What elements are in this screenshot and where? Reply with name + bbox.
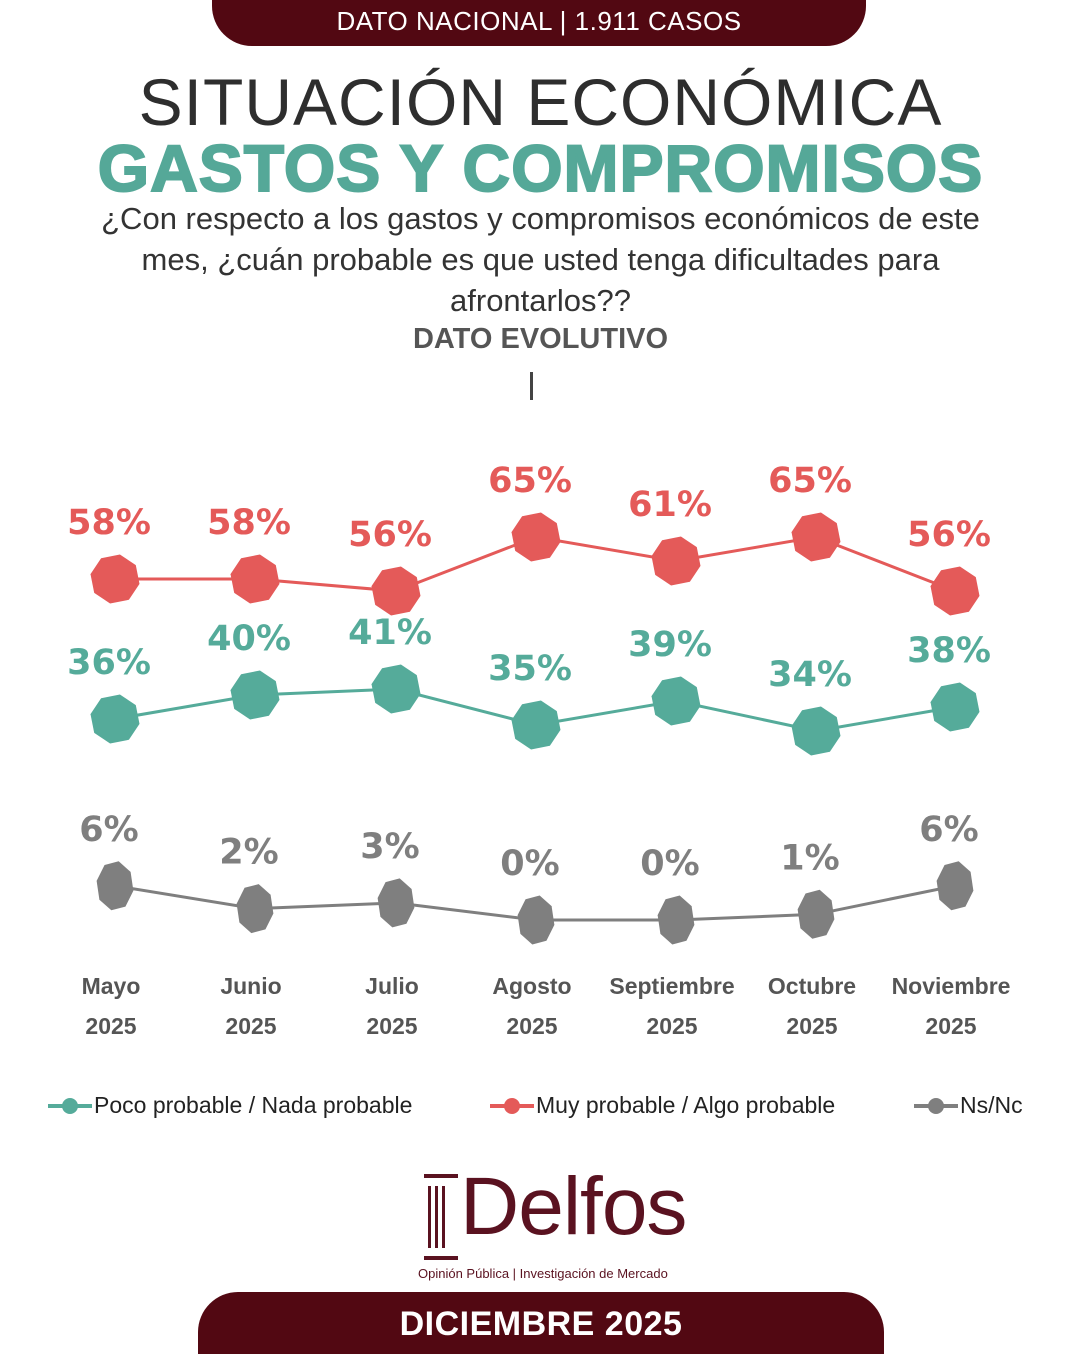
- delfos-logo: Delfos Opinión Pública | Investigación d…: [418, 1161, 687, 1288]
- legend-label: Muy probable / Algo probable: [536, 1092, 836, 1118]
- data-label: 0%: [500, 844, 559, 884]
- data-point: [90, 694, 140, 744]
- data-label: 36%: [67, 643, 151, 683]
- x-tick-month: Mayo: [82, 973, 141, 999]
- sample-banner: DATO NACIONAL | 1.911 CASOS: [212, 0, 866, 46]
- data-label: 39%: [628, 625, 712, 665]
- x-tick-year: 2025: [225, 1013, 276, 1039]
- data-label: 6%: [919, 810, 978, 850]
- data-label: 34%: [768, 655, 852, 695]
- x-tick-month: Octubre: [768, 973, 856, 999]
- data-label: 61%: [628, 485, 712, 525]
- x-tick-month: Julio: [365, 973, 419, 999]
- page-title: SITUACIÓN ECONÓMICA: [138, 65, 943, 139]
- data-label: 3%: [360, 827, 419, 867]
- data-point: [90, 554, 140, 604]
- data-point: [657, 895, 695, 945]
- x-tick-year: 2025: [646, 1013, 697, 1039]
- data-point: [651, 676, 701, 726]
- data-label: 41%: [348, 613, 432, 653]
- survey-question: ¿Con respecto a los gastos y compromisos…: [101, 201, 980, 318]
- section-label: DATO EVOLUTIVO: [412, 323, 669, 355]
- data-point: [377, 878, 415, 928]
- page-subtitle: GASTOS Y COMPROMISOS: [97, 130, 984, 206]
- data-label: 65%: [768, 461, 852, 501]
- data-label: 56%: [907, 515, 991, 555]
- data-label: 65%: [488, 461, 572, 501]
- data-label: 40%: [207, 619, 291, 659]
- x-tick-year: 2025: [366, 1013, 417, 1039]
- chart-legend: Poco probable / Nada probable Muy probab…: [48, 1092, 1048, 1124]
- data-point: [651, 536, 701, 586]
- legend-label: Poco probable / Nada probable: [94, 1092, 413, 1118]
- data-point: [96, 861, 134, 911]
- x-tick-year: 2025: [925, 1013, 976, 1039]
- data-point: [930, 566, 980, 616]
- x-tick-month: Septiembre: [609, 973, 734, 999]
- data-label: 1%: [780, 838, 839, 878]
- data-point: [230, 670, 280, 720]
- x-tick-month: Agosto: [492, 973, 571, 999]
- data-label: 58%: [67, 503, 151, 543]
- data-label: 56%: [348, 515, 432, 555]
- legend-item-nsnc: Ns/Nc: [914, 1092, 1023, 1119]
- data-point: [511, 700, 561, 750]
- logo-tagline: Opinión Pública | Investigación de Merca…: [418, 1266, 668, 1281]
- data-label: 2%: [219, 833, 278, 873]
- line-chart: 58% 58% 56% 65% 61% 65% 56% 36% 40% 41% 35% 39% 34% 3…: [67, 461, 1011, 1039]
- x-tick-year: 2025: [85, 1013, 136, 1039]
- x-tick-year: 2025: [786, 1013, 837, 1039]
- legend-item-poco: Poco probable / Nada probable: [48, 1092, 412, 1119]
- data-point: [371, 566, 421, 616]
- legend-red-line-icon: [490, 1097, 534, 1114]
- data-label: 58%: [207, 503, 291, 543]
- data-point: [236, 884, 274, 934]
- date-banner: DICIEMBRE 2025: [198, 1292, 884, 1354]
- data-label: 0%: [640, 844, 699, 884]
- legend-label: Ns/Nc: [960, 1092, 1023, 1118]
- data-label: 6%: [79, 810, 138, 850]
- data-point: [791, 706, 841, 756]
- data-point: [371, 664, 421, 714]
- data-label: 35%: [488, 649, 572, 689]
- column-logo-icon: [424, 1174, 458, 1260]
- x-tick-year: 2025: [506, 1013, 557, 1039]
- data-label: 38%: [907, 631, 991, 671]
- data-point: [930, 682, 980, 732]
- data-point: [511, 512, 561, 562]
- x-tick-month: Noviembre: [892, 973, 1011, 999]
- logo-name: Delfos: [460, 1161, 687, 1252]
- data-point: [230, 554, 280, 604]
- legend-gray-line-icon: [914, 1097, 958, 1114]
- data-point: [936, 861, 974, 911]
- x-tick-month: Junio: [220, 973, 281, 999]
- data-point: [797, 889, 835, 939]
- data-point: [791, 512, 841, 562]
- legend-teal-line-icon: [48, 1097, 92, 1114]
- legend-item-muy: Muy probable / Algo probable: [490, 1092, 835, 1119]
- data-point: [517, 895, 555, 945]
- divider: [530, 372, 533, 400]
